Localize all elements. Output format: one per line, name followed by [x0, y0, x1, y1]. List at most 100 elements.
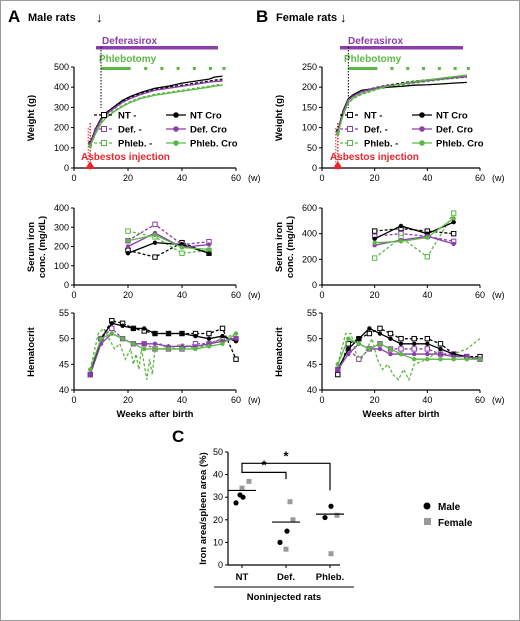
- series-line: [127, 230, 210, 254]
- male-point: [284, 528, 290, 534]
- female-point: [283, 546, 289, 552]
- data-point: [219, 325, 226, 332]
- legend-male-label: Male: [438, 502, 461, 513]
- chart-5: 40 45 50 55 0 20 40 60 (w) Hematocrit Weeks after …: [26, 308, 261, 420]
- data-point: [109, 325, 115, 332]
- x-tick-label: 60: [231, 395, 241, 405]
- data-point: [398, 341, 404, 346]
- y-tick-label: 40: [307, 385, 317, 395]
- data-point: [451, 241, 456, 247]
- x-tick-label: 20: [370, 290, 380, 300]
- y-axis-title: Weight (g): [274, 95, 285, 141]
- y-tick-label: 55: [59, 308, 69, 318]
- data-point: [131, 326, 136, 331]
- series-line: [89, 332, 237, 370]
- panel-letter-c: C: [172, 427, 184, 446]
- y-axis-title: Iron area/spleen area (%): [198, 452, 209, 564]
- panel-letter-a: A: [8, 7, 20, 26]
- x-axis-title: Weeks after birth: [363, 409, 440, 420]
- legend-marker: [419, 126, 425, 132]
- x-tick-label: 20: [370, 173, 380, 183]
- x-tick-label: 40: [177, 395, 187, 405]
- x-tick-label: 40: [177, 290, 187, 300]
- data-point: [398, 351, 404, 357]
- x-tick-label: 20: [123, 290, 133, 300]
- data-point: [437, 341, 444, 347]
- y-axis-title: Weight (g): [26, 95, 37, 141]
- y-tick-label: 400: [54, 203, 69, 213]
- legend-label: Def. Cro: [190, 125, 227, 136]
- category-label: Phleb.: [316, 572, 345, 583]
- deferasirox-bar-male: [96, 46, 218, 50]
- series-line: [374, 233, 454, 243]
- y-tick-label: 100: [54, 143, 69, 153]
- data-point: [206, 242, 212, 247]
- phlebotomy-mark: [348, 67, 378, 70]
- data-point: [425, 341, 430, 346]
- x-unit-label: (w): [492, 290, 505, 300]
- data-point: [220, 333, 225, 339]
- data-point: [450, 210, 457, 216]
- y-axis-title: conc. (mg/dL): [285, 216, 296, 278]
- legend-female: NT - Def. - Phleb. - NT Cro Def. Cro Phleb. C…: [340, 111, 484, 150]
- data-point: [120, 323, 125, 329]
- data-point: [233, 331, 239, 336]
- significance-label: *: [283, 448, 289, 463]
- data-point: [367, 326, 372, 331]
- data-point: [179, 331, 185, 336]
- series-line: [127, 234, 210, 251]
- data-point: [372, 240, 377, 245]
- data-point: [166, 331, 171, 336]
- phlebotomy-mark: [466, 67, 470, 70]
- panel-letter-b: B: [256, 7, 268, 26]
- data-point: [424, 346, 431, 352]
- phlebotomy-mark: [390, 67, 394, 70]
- chart-3: 0 100 200 300 400 0 20 40 60 (w) Serum iron conc. (…: [26, 203, 261, 300]
- y-tick-label: 500: [54, 62, 69, 72]
- x-tick-label: 60: [475, 395, 485, 405]
- legend-marker: [173, 112, 179, 118]
- x-tick-label: 40: [422, 173, 432, 183]
- data-point: [377, 346, 383, 352]
- legend-label: NT -: [118, 111, 136, 122]
- data-point: [424, 335, 431, 342]
- legend-marker: [101, 140, 107, 146]
- y-tick-label: 50: [213, 447, 223, 457]
- male-point: [233, 500, 239, 506]
- series-line: [374, 235, 454, 246]
- x-tick-label: 20: [370, 395, 380, 405]
- legend-label: Phleb. -: [364, 139, 398, 150]
- x-tick-label: 0: [319, 290, 324, 300]
- data-point: [125, 228, 131, 234]
- legend-label: NT -: [364, 111, 382, 122]
- female-point: [334, 512, 340, 518]
- y-tick-label: 45: [307, 359, 317, 369]
- y-tick-label: 40: [59, 385, 69, 395]
- y-axis-title: Hematocrit: [274, 326, 285, 376]
- phlebotomy-mark: [406, 67, 410, 70]
- significance-label: *: [261, 457, 267, 472]
- legend-marker: [173, 140, 179, 146]
- x-tick-label: 40: [422, 395, 432, 405]
- legend-label: NT Cro: [436, 111, 468, 122]
- legend-female-square: [424, 518, 431, 525]
- y-tick-label: 200: [302, 82, 317, 92]
- y-axis-title: Serum iron: [274, 222, 285, 272]
- data-point: [451, 219, 456, 225]
- legend-marker: [347, 112, 353, 118]
- data-point: [451, 357, 456, 362]
- data-point: [398, 223, 404, 229]
- series-line: [374, 227, 454, 235]
- series-line: [337, 327, 481, 370]
- data-point: [398, 346, 404, 352]
- x-tick-label: 0: [319, 395, 324, 405]
- data-point: [152, 232, 158, 238]
- female-point: [246, 478, 252, 484]
- data-point: [88, 144, 92, 148]
- data-point: [125, 244, 131, 249]
- female-point: [239, 485, 245, 491]
- series-line: [374, 217, 455, 244]
- x-tick-label: 60: [231, 173, 241, 183]
- data-point: [206, 336, 212, 341]
- data-point: [346, 346, 351, 352]
